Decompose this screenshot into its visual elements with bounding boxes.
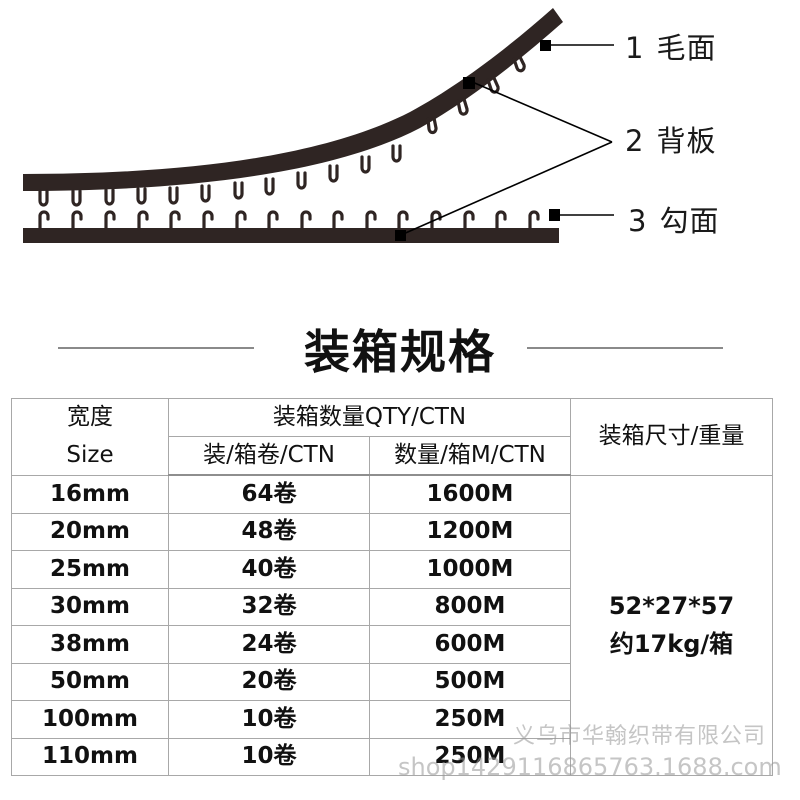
cell-pack-info: 52*27*57 约17kg/箱 [570, 474, 774, 777]
cell-size: 100mm [11, 700, 169, 739]
table-row: 50mm 20卷 500M [11, 662, 773, 702]
cell-size: 16mm [11, 474, 169, 514]
cell-rolls: 40卷 [168, 550, 370, 589]
cell-size: 25mm [11, 550, 169, 589]
velcro-structure-diagram: 1 毛面 2 背板 3 勾面 [0, 0, 800, 260]
callout-label-backing: 2 背板 [625, 124, 717, 158]
cell-meters: 600M [368, 625, 572, 664]
cell-rolls: 10卷 [168, 737, 370, 777]
header-pack-size-weight: 装箱尺寸/重量 [570, 398, 774, 476]
cell-size: 38mm [11, 625, 169, 664]
table-row: 30mm 32卷 800M [11, 587, 773, 627]
title-divider-right [527, 347, 723, 349]
section-title: 装箱规格 [304, 325, 496, 379]
title-divider-left [58, 347, 254, 349]
pack-dimensions: 52*27*57 [608, 592, 735, 621]
hook-strip-shape [23, 228, 559, 243]
cell-rolls: 24卷 [168, 625, 370, 664]
callout-markers [395, 40, 560, 241]
cell-size: 50mm [11, 662, 169, 702]
cell-meters: 1200M [368, 512, 572, 552]
callout-label-loop-side: 1 毛面 [625, 31, 717, 65]
hook-fibers [38, 210, 540, 230]
cell-meters: 500M [368, 662, 572, 702]
table-row: 20mm 48卷 1200M [11, 512, 773, 552]
loop-strip-shape [23, 8, 563, 191]
leader-lines [400, 44, 614, 236]
header-size-en: Size [66, 441, 114, 468]
callout-label-hook-side: 3 勾面 [628, 204, 720, 238]
velcro-layers-illustration [23, 8, 614, 243]
cell-rolls: 10卷 [168, 700, 370, 739]
cell-size: 110mm [11, 737, 169, 777]
table-row: 16mm 64卷 1600M 52*27*57 约17kg/箱 [11, 474, 774, 777]
cell-rolls: 64卷 [168, 474, 370, 514]
header-qty-group: 装箱数量QTY/CTN [167, 397, 572, 438]
section-title-row: 装箱规格 [0, 312, 800, 382]
header-size-cn: 宽度 [67, 404, 113, 430]
cell-meters: 250M [368, 700, 572, 739]
header-meters-per-ctn: 数量/箱M/CTN [368, 436, 572, 477]
cell-size: 20mm [11, 512, 169, 552]
loop-fibers [38, 55, 526, 207]
cell-meters: 1000M [368, 550, 572, 589]
cell-rolls: 48卷 [168, 512, 370, 552]
header-size: 宽度 Size [11, 398, 169, 476]
pack-weight: 约17kg/箱 [609, 629, 734, 658]
packing-spec-table: 宽度 Size 装箱数量QTY/CTN 装箱尺寸/重量 装/箱卷/CTN 数量/… [11, 397, 774, 777]
cell-size: 30mm [11, 587, 169, 627]
table-row: 100mm 10卷 250M [11, 700, 773, 739]
header-rolls-per-ctn: 装/箱卷/CTN [168, 436, 370, 477]
cell-meters: 250M [368, 737, 572, 777]
table-row: 38mm 24卷 600M [11, 625, 773, 664]
cell-meters: 800M [368, 587, 572, 627]
table-row: 110mm 10卷 250M [11, 737, 773, 777]
cell-meters: 1600M [368, 474, 572, 514]
table-row: 25mm 40卷 1000M [11, 550, 773, 589]
cell-rolls: 32卷 [168, 587, 370, 627]
cell-rolls: 20卷 [168, 662, 370, 702]
